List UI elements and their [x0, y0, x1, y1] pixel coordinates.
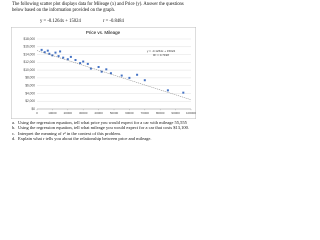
data-point	[40, 48, 43, 51]
y-tick-label: $16,000	[23, 45, 35, 49]
data-point	[136, 73, 139, 76]
equation-line: y = -0.1264x + 15024 r = -0.8484	[40, 19, 146, 24]
data-point	[166, 89, 169, 92]
x-tick-label: 100000	[186, 111, 196, 115]
data-point	[100, 70, 103, 73]
equation: y = -0.1264x + 15024	[40, 19, 81, 24]
y-tick-label: $12,000	[23, 60, 35, 64]
correlation: r = -0.8484	[102, 19, 124, 24]
x-tick-label: 0	[36, 111, 38, 115]
data-point	[43, 51, 46, 54]
data-point	[79, 62, 82, 65]
y-tick-label: $8,000	[25, 76, 35, 80]
question-letter: b.	[12, 125, 16, 131]
data-point	[62, 56, 65, 59]
data-point	[74, 59, 77, 61]
x-tick-label: 70000	[141, 111, 150, 115]
x-tick-label: 20000	[64, 111, 73, 115]
y-tick-label: $0	[31, 107, 35, 111]
question-letter: d.	[12, 135, 16, 141]
question: b. Using the regression equation, tell wh…	[12, 125, 198, 130]
question-text: Explain what r tells you about the relat…	[18, 135, 152, 141]
question-text: Using the regression equation, tell what…	[18, 125, 189, 131]
chart-title: Price vs. Mileage	[86, 30, 121, 35]
data-point	[46, 49, 49, 52]
x-tick-label: 60000	[125, 111, 134, 115]
chart: Price vs. Mileage $0 $2,000 $4,000 $6,000 $8…	[11, 27, 196, 119]
data-point	[120, 74, 123, 77]
trendline	[36, 50, 192, 100]
question: d. Explain what r tells you about the rel…	[12, 136, 198, 141]
intro-text: The following scatter plot displays data…	[12, 2, 184, 13]
x-tick-label: 80000	[156, 111, 165, 115]
data-point	[57, 55, 60, 58]
y-tick-label: $10,000	[23, 68, 35, 72]
data-point	[105, 68, 108, 71]
x-tick-label: 30000	[79, 111, 88, 115]
trendline-equation: y = -0.1264x + 15024	[147, 49, 176, 53]
x-tick-label: 10000	[48, 111, 57, 115]
data-point	[66, 58, 69, 61]
question: c. Interpret the meaning of r² in the con…	[12, 131, 198, 136]
page: {"intro": "The following scatter plot di…	[0, 0, 200, 153]
x-tick-label: 40000	[94, 111, 103, 115]
data-point	[59, 50, 62, 53]
data-point	[182, 91, 185, 94]
chart-frame	[11, 27, 196, 119]
x-tick-label: 50000	[110, 111, 119, 115]
y-tick-label: $14,000	[23, 52, 35, 56]
data-point	[82, 60, 85, 63]
y-tick-label: $4,000	[25, 91, 35, 95]
y-tick-label: $6,000	[25, 84, 35, 88]
data-point	[109, 72, 112, 75]
data-point	[128, 76, 131, 79]
data-point	[97, 66, 100, 68]
data-point	[54, 51, 57, 54]
data-point	[86, 62, 89, 65]
y-tick-label: $18,000	[23, 37, 35, 41]
question-letter: a.	[12, 120, 16, 125]
question-text: Interpret the meaning of r² in the conte…	[18, 130, 121, 136]
data-point	[143, 79, 146, 82]
questions: a. Using the regression equation, tell wh…	[12, 120, 198, 141]
trendline-r2: R² = 0.7198	[153, 53, 169, 57]
question-letter: c.	[12, 130, 16, 136]
x-tick-label: 90000	[171, 111, 180, 115]
data-point	[89, 67, 92, 70]
y-tick-label: $2,000	[25, 99, 35, 103]
data-point	[48, 52, 51, 55]
data-point	[69, 55, 72, 58]
question-text: Using the regression equation, tell what…	[18, 120, 187, 125]
question: a. Using the regression equation, tell wh…	[12, 120, 198, 125]
